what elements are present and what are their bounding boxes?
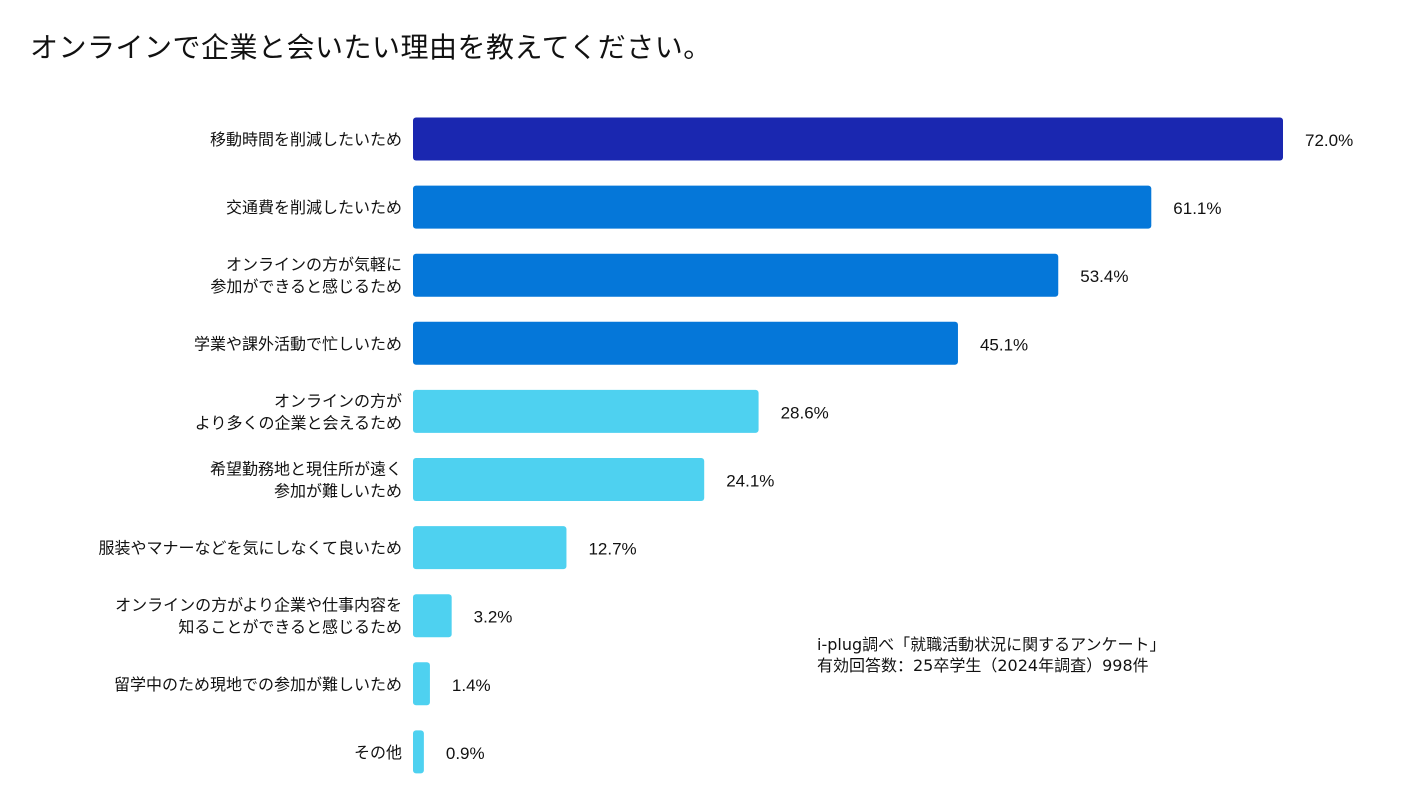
category-label-line: オンラインの方がより企業や仕事内容を <box>115 596 402 615</box>
category-label-1: 移動時間を削減したいため <box>210 130 402 149</box>
category-label-4: 学業や課外活動で忙しいため <box>194 334 402 353</box>
value-label-3: 53.4% <box>1080 267 1128 286</box>
value-label-8: 3.2% <box>474 608 513 627</box>
bar-5 <box>413 389 759 433</box>
category-label-line: オンラインの方が <box>274 391 402 410</box>
bar-4 <box>413 321 958 365</box>
bar-1 <box>413 117 1283 161</box>
value-label-4: 45.1% <box>980 335 1028 354</box>
source-note: i-plug調べ「就職活動状況に関するアンケート」 有効回答数：25卒学生（20… <box>817 634 1165 676</box>
category-label-3: オンラインの方が気軽に参加ができると感じるため <box>210 255 402 296</box>
bar-7 <box>413 526 567 570</box>
category-label-line: その他 <box>354 743 402 762</box>
bar-3 <box>413 253 1059 297</box>
value-label-1: 72.0% <box>1305 131 1353 150</box>
category-label-7: 服装やマナーなどを気にしなくて良いため <box>98 539 402 558</box>
category-label-line: 参加が難しいため <box>274 482 402 501</box>
category-label-6: 希望勤務地と現住所が遠く参加が難しいため <box>210 460 402 501</box>
category-label-5: オンラインの方がより多くの企業と会えるため <box>195 391 402 432</box>
value-label-7: 12.7% <box>588 540 636 559</box>
category-label-2: 交通費を削減したいため <box>226 198 402 217</box>
value-label-2: 61.1% <box>1173 199 1221 218</box>
value-label-5: 28.6% <box>781 403 829 422</box>
bar-6 <box>413 458 705 501</box>
bar-9 <box>413 662 430 706</box>
category-label-line: 知ることができると感じるため <box>178 618 402 637</box>
category-label-line: 留学中のため現地での参加が難しいため <box>114 675 402 694</box>
category-label-line: 移動時間を削減したいため <box>210 130 402 149</box>
category-label-line: より多くの企業と会えるため <box>195 413 402 432</box>
bar-2 <box>413 185 1152 229</box>
bar-8 <box>413 594 452 638</box>
category-label-line: 交通費を削減したいため <box>226 198 402 217</box>
category-label-line: 学業や課外活動で忙しいため <box>194 334 402 353</box>
chart-title: オンラインで企業と会いたい理由を教えてください。 <box>30 31 712 64</box>
value-label-6: 24.1% <box>726 472 774 491</box>
category-label-line: 服装やマナーなどを気にしなくて良いため <box>98 539 402 558</box>
value-label-10: 0.9% <box>446 744 485 763</box>
category-label-10: その他 <box>354 743 402 762</box>
category-label-8: オンラインの方がより企業や仕事内容を知ることができると感じるため <box>115 596 402 637</box>
category-label-line: 参加ができると感じるため <box>210 277 402 296</box>
category-label-line: 希望勤務地と現住所が遠く <box>210 460 402 479</box>
source-line-1: i-plug調べ「就職活動状況に関するアンケート」 <box>817 635 1166 654</box>
value-label-9: 1.4% <box>452 676 491 695</box>
source-line-2: 有効回答数：25卒学生（2024年調査）998件 <box>817 656 1149 675</box>
category-label-9: 留学中のため現地での参加が難しいため <box>114 675 402 694</box>
category-label-line: オンラインの方が気軽に <box>226 255 402 274</box>
bar-10 <box>413 730 424 774</box>
